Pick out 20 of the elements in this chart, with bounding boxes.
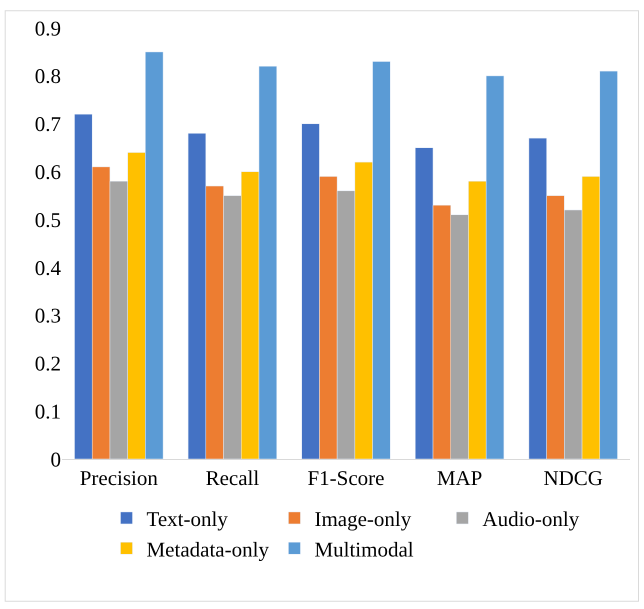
y-tick-label: 0.7 [34,112,61,136]
legend-label: Audio-only [482,507,580,532]
legend-label: Multimodal [314,537,414,562]
x-tick-label: NDCG [543,466,603,490]
legend-label: Text-only [146,507,228,532]
y-tick-label: 0.2 [34,352,61,376]
legend-label: Metadata-only [146,537,270,562]
y-tick-label: 0.4 [34,256,62,280]
x-tick-label: Recall [206,466,260,490]
legend-label: Image-only [314,507,412,532]
y-tick-label: 0.3 [34,304,61,328]
y-tick-label: 0.9 [34,16,61,40]
y-tick-label: 0.1 [34,399,61,424]
x-tick-label: MAP [436,466,482,490]
y-tick-label: 0.5 [34,208,61,232]
y-tick-label: 0 [50,447,61,472]
x-tick-label: F1-Score [308,466,384,490]
y-tick-label: 0.6 [34,160,61,184]
y-tick-label: 0.8 [34,64,61,88]
x-tick-label: Precision [80,466,158,490]
